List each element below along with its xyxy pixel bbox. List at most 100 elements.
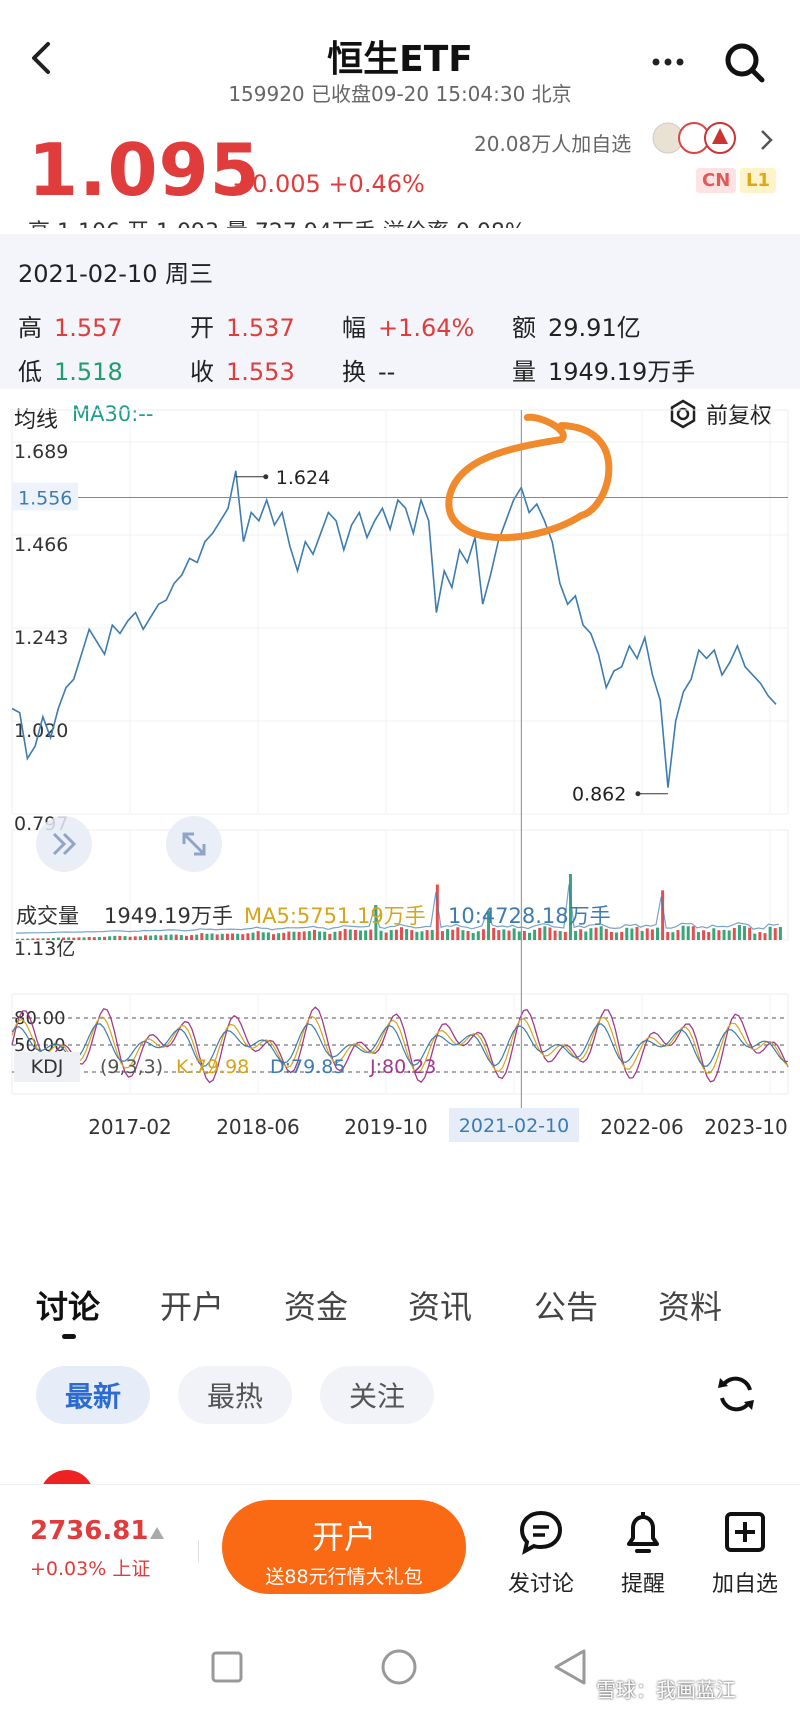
volume-bar (277, 933, 281, 940)
row1-cell-1: 开 1.537 (190, 308, 295, 343)
volume-bar (492, 927, 496, 940)
volume-bar (579, 929, 583, 940)
volume-bar (97, 936, 101, 940)
home-icon[interactable] (380, 1648, 418, 1686)
price-change: +0.005 +0.46% (232, 170, 425, 198)
volume-bar (123, 936, 127, 940)
row1-cell-2: 幅 +1.64% (342, 308, 474, 343)
filter-follow[interactable]: 关注 (320, 1366, 434, 1424)
filter-latest[interactable]: 最新 (36, 1366, 150, 1424)
volume-bar (21, 938, 25, 940)
reminder-button[interactable]: 提醒 (600, 1508, 686, 1598)
refresh-icon[interactable] (712, 1370, 760, 1418)
volume-bar (246, 933, 250, 940)
kdj-title[interactable]: KDJ (14, 1052, 80, 1082)
crosshair-value-box (12, 482, 78, 511)
fullscreen-button[interactable] (166, 816, 222, 872)
volume-bar (748, 927, 752, 940)
filter-hot[interactable]: 最热 (178, 1366, 292, 1424)
volume-bar (446, 929, 450, 940)
volume-bar (261, 932, 265, 940)
back-nav-icon[interactable] (552, 1648, 588, 1686)
volume-bar (241, 934, 245, 940)
volume-bar (548, 927, 552, 940)
volume-bar (487, 910, 491, 940)
open-account-title: 开户 (311, 1518, 376, 1556)
volume-bar (543, 926, 547, 940)
volume-bar (41, 938, 45, 940)
volume-ma10: 10:4728.18万手 (448, 904, 611, 928)
settings-icon (668, 399, 698, 429)
annotation-circle (445, 413, 613, 542)
volume-bar (282, 932, 286, 940)
volume-bar (389, 930, 393, 940)
volume-bar (82, 937, 86, 940)
row2-cell-1: 收 1.553 (190, 352, 295, 387)
volume-bar (502, 929, 506, 940)
volume-bar (56, 937, 60, 940)
volume-bar (497, 930, 501, 940)
volume-bar (292, 931, 296, 940)
back-icon[interactable] (22, 38, 62, 78)
open-account-button[interactable]: 开户 送88元行情大礼包 (222, 1500, 466, 1594)
chevron-right-icon[interactable] (756, 128, 776, 152)
volume-bar (62, 937, 66, 940)
up-triangle-icon (150, 1524, 164, 1539)
volume-bar (333, 931, 337, 940)
volume-bar (77, 937, 81, 940)
more-icon[interactable] (648, 52, 688, 72)
crosshair-date-tick: 2021-02-10 (459, 1115, 569, 1137)
volume-bar (538, 927, 542, 940)
volume-bar (558, 931, 562, 940)
index-quote[interactable]: 2736.81 +0.03% 上证 (30, 1516, 150, 1581)
recent-apps-icon[interactable] (210, 1650, 244, 1684)
volume-bar (440, 931, 444, 940)
status-subtitle: 159920 已收盘09-20 15:04:30 北京 (228, 82, 572, 106)
double-chevron-icon (52, 832, 77, 856)
volume-bar (231, 933, 235, 940)
tab-announcements[interactable]: 公告 (534, 1288, 599, 1326)
expand-icon (182, 832, 206, 856)
add-watchlist-button[interactable]: 加自选 (702, 1508, 788, 1598)
volume-bar (379, 930, 383, 940)
volume-bar (568, 874, 572, 940)
post-discussion-button[interactable]: 发讨论 (498, 1508, 584, 1598)
volume-bar (287, 931, 291, 940)
detail-value: 29.91亿 (548, 314, 641, 342)
volume-bar (225, 933, 229, 940)
tab-open-account[interactable]: 开户 (160, 1288, 225, 1326)
volume-bar (297, 931, 301, 940)
detail-row-1: 高 1.557 开 1.537 幅 +1.64% 额 29.91亿 (18, 308, 798, 343)
search-icon[interactable] (722, 40, 768, 86)
detail-value: +1.64% (378, 314, 475, 342)
volume-ma5: MA5:5751.19万手 (244, 904, 426, 928)
followers-count[interactable]: 20.08万人加自选 (474, 132, 632, 156)
watermark: 雪球：我画蓝江 (596, 1678, 736, 1702)
ma-label: 均线 (14, 408, 59, 433)
volume-bar (108, 936, 112, 940)
volume-value: 1949.19万手 (104, 904, 233, 928)
kdj-j: J:80.23 (370, 1056, 437, 1078)
index-change: +0.03% 上证 (30, 1558, 151, 1580)
x-axis-tick: 2017-02 (88, 1115, 172, 1139)
volume-bar (353, 929, 357, 940)
detail-row-2: 低 1.518 收 1.553 换 -- 量 1949.19万手 (18, 352, 798, 387)
volume-bar (179, 935, 183, 940)
volume-bar (681, 925, 685, 940)
volume-bar (169, 934, 173, 940)
x-axis-tick: 2023-10 (704, 1115, 788, 1139)
tab-discussion[interactable]: 讨论 (36, 1288, 101, 1326)
tab-profile[interactable]: 资料 (658, 1288, 723, 1326)
tab-news[interactable]: 资讯 (408, 1288, 473, 1326)
follower-avatars[interactable] (652, 120, 742, 156)
volume-bar (773, 928, 777, 940)
adjust-toggle[interactable]: 前复权 (668, 398, 772, 430)
expand-left-button[interactable] (36, 816, 92, 872)
tab-funds[interactable]: 资金 (284, 1288, 349, 1326)
volume-bar (425, 930, 429, 940)
crosshair-date-box (449, 1108, 579, 1142)
volume-bar (650, 929, 654, 940)
kdj-d: D:79.85 (270, 1056, 346, 1078)
detail-value: 1.557 (54, 314, 123, 342)
